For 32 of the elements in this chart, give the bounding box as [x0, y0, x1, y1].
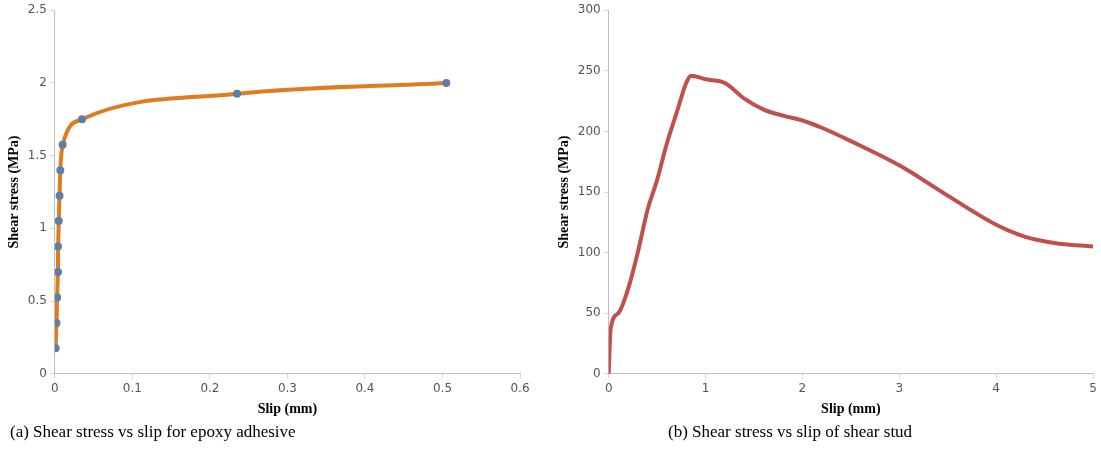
y-axis-title: Shear stress (MPa)	[556, 135, 573, 249]
x-tick-label: 0	[51, 381, 59, 396]
y-tick-label: 50	[585, 305, 601, 320]
y-tick-label: 0	[593, 365, 601, 380]
text: (a) Shear stress vs slip for epoxy adhesive	[10, 422, 296, 442]
y-tick-label: 200	[577, 123, 601, 138]
x-axis-title: Slip (mm)	[257, 401, 318, 418]
x-tick-label: 0.1	[122, 381, 142, 396]
x-tick-label: 1	[701, 381, 710, 396]
x-tick-label: 0	[604, 381, 613, 396]
x-tick-label: 0.5	[432, 381, 453, 396]
y-tick-label: 0.5	[27, 293, 47, 308]
x-tick-label: 0.4	[355, 381, 375, 396]
y-tick-label: 300	[577, 2, 601, 17]
y-tick-label: 1	[39, 220, 47, 235]
y-axis-title: Shear stress (MPa)	[6, 135, 23, 249]
x-tick-label: 2	[798, 381, 807, 396]
x-tick-label: 0.6	[510, 381, 530, 396]
text: (b) Shear stress vs slip of shear stud	[668, 422, 913, 442]
y-tick-label: 0	[39, 365, 47, 380]
y-tick-label: 150	[577, 184, 601, 199]
x-tick-label: 3	[895, 381, 904, 396]
x-tick-label: 5	[1089, 381, 1097, 396]
y-tick-label: 2.5	[27, 2, 47, 17]
x-tick-label: 0.2	[200, 381, 220, 396]
y-tick-label: 250	[577, 62, 601, 77]
x-tick-label: 0.3	[277, 381, 297, 396]
x-tick-label: 4	[992, 381, 1000, 396]
x-axis-title: Slip (mm)	[821, 401, 881, 418]
y-tick-label: 1.5	[27, 147, 47, 162]
y-tick-label: 100	[577, 244, 601, 259]
y-tick-label: 2	[39, 75, 47, 90]
